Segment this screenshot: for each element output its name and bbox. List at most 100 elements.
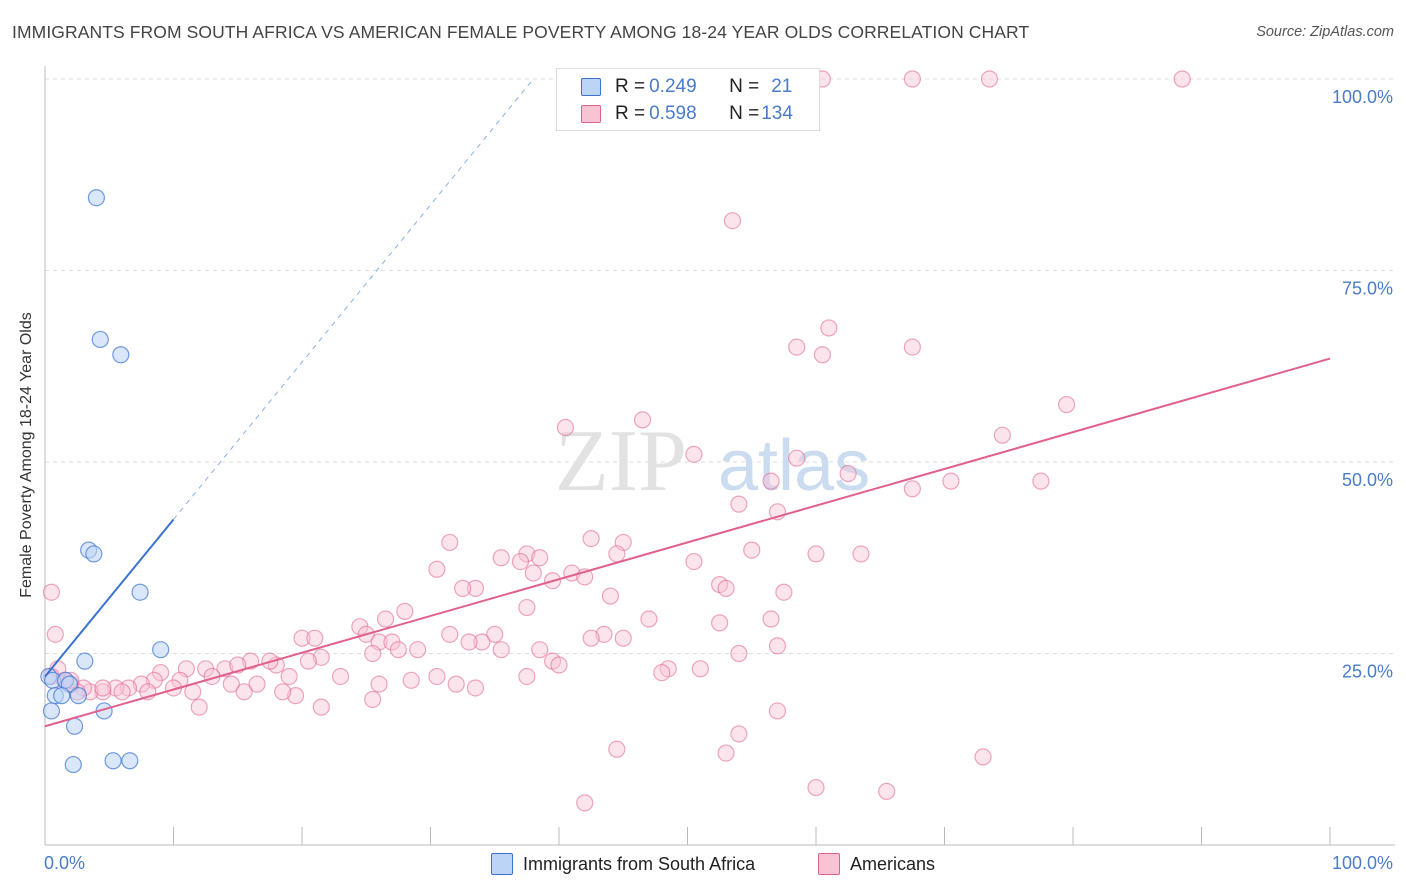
point-americans [466, 579, 485, 597]
point-americans [306, 629, 324, 647]
grid [45, 78, 1395, 654]
point-americans [653, 664, 671, 682]
point-americans [723, 212, 742, 230]
point-americans [42, 583, 61, 601]
point-americans [903, 338, 921, 356]
point-americans [511, 552, 530, 571]
point-americans [364, 690, 382, 709]
legend-n-value: 21 [771, 76, 793, 97]
point-americans [601, 587, 620, 605]
point-americans [691, 660, 709, 678]
point-south-africa [104, 752, 122, 770]
point-americans [94, 683, 112, 701]
point-americans [235, 683, 253, 701]
bottom-legend-south-africa: Immigrants from South Africa [491, 852, 755, 876]
point-americans [993, 426, 1011, 444]
point-americans [364, 644, 382, 663]
point-south-africa [42, 702, 61, 720]
point-americans [299, 652, 318, 670]
point-americans [768, 637, 787, 655]
point-americans [222, 675, 240, 693]
point-americans [486, 625, 504, 643]
legend-swatch-pink [581, 105, 601, 123]
point-south-africa [121, 752, 139, 770]
point-americans [556, 418, 575, 437]
trend-line-south-africa-extended [173, 78, 534, 520]
point-americans [518, 598, 536, 617]
x-tick-label: 0.0% [44, 853, 85, 873]
point-south-africa [76, 652, 94, 670]
bottom-legend-label: Americans [850, 853, 936, 874]
point-americans [242, 652, 260, 670]
point-americans [466, 679, 485, 697]
point-americans [762, 610, 780, 628]
point-americans [248, 675, 266, 693]
point-americans [608, 545, 626, 563]
point-americans [685, 552, 703, 571]
point-americans [717, 579, 735, 597]
point-americans [608, 740, 626, 758]
point-south-africa [131, 583, 149, 601]
point-americans [370, 675, 388, 693]
point-americans [524, 564, 542, 582]
point-south-africa [65, 717, 84, 735]
trend-lines [44, 78, 1331, 728]
point-americans [190, 698, 208, 716]
point-americans [441, 625, 459, 643]
point-americans [1032, 472, 1050, 490]
point-americans [807, 545, 825, 563]
point-south-africa [53, 687, 71, 705]
point-americans [113, 683, 131, 701]
legend-row-americans: R = 0.598 N = 134 [581, 102, 793, 126]
point-americans [293, 629, 311, 647]
point-americans [614, 629, 632, 647]
chart-title: IMMIGRANTS FROM SOUTH AFRICA VS AMERICAN… [12, 22, 1030, 42]
point-americans [942, 472, 960, 490]
point-americans [685, 445, 703, 463]
legend-n-label: N = [729, 103, 760, 124]
point-americans [389, 641, 407, 659]
point-americans [974, 748, 992, 766]
point-americans [376, 610, 395, 628]
point-americans [820, 319, 838, 337]
point-americans [730, 495, 748, 513]
point-americans [839, 464, 857, 483]
y-tick-label: 25.0% [1342, 662, 1393, 682]
legend-r-value: 0.598 [649, 103, 697, 124]
point-americans [312, 698, 330, 716]
point-americans [531, 641, 549, 659]
point-south-africa [69, 687, 88, 705]
point-americans [428, 560, 446, 578]
point-americans [402, 671, 420, 689]
legend-n-value: 134 [761, 103, 793, 124]
point-americans [743, 541, 761, 559]
legend: R = 0.249 N = 21 R = 0.598 N = 134 [556, 68, 820, 131]
point-americans [788, 449, 806, 467]
point-americans [852, 545, 870, 563]
point-americans [730, 644, 748, 663]
x-tick-labels: 0.0% 100.0% [44, 853, 1393, 873]
point-americans [286, 687, 305, 705]
point-americans [492, 549, 510, 567]
legend-r-label: R = [615, 76, 646, 97]
bottom-legend-swatch-blue [491, 853, 513, 875]
x-tick-label: 100.0% [1332, 853, 1393, 873]
point-americans [711, 614, 729, 632]
point-americans [903, 480, 921, 498]
point-americans [550, 656, 568, 674]
point-americans [460, 633, 478, 651]
point-south-africa [152, 641, 170, 659]
bottom-legend-swatch-pink [818, 853, 840, 875]
point-americans [492, 641, 510, 659]
point-americans [813, 346, 832, 364]
point-south-africa [85, 545, 103, 563]
point-americans [331, 667, 350, 686]
point-americans [762, 472, 780, 490]
point-americans [595, 625, 613, 643]
legend-n-label: N = [729, 76, 760, 97]
point-americans [903, 70, 921, 88]
point-americans [640, 610, 658, 628]
point-americans [1057, 395, 1076, 414]
point-americans [46, 625, 64, 643]
